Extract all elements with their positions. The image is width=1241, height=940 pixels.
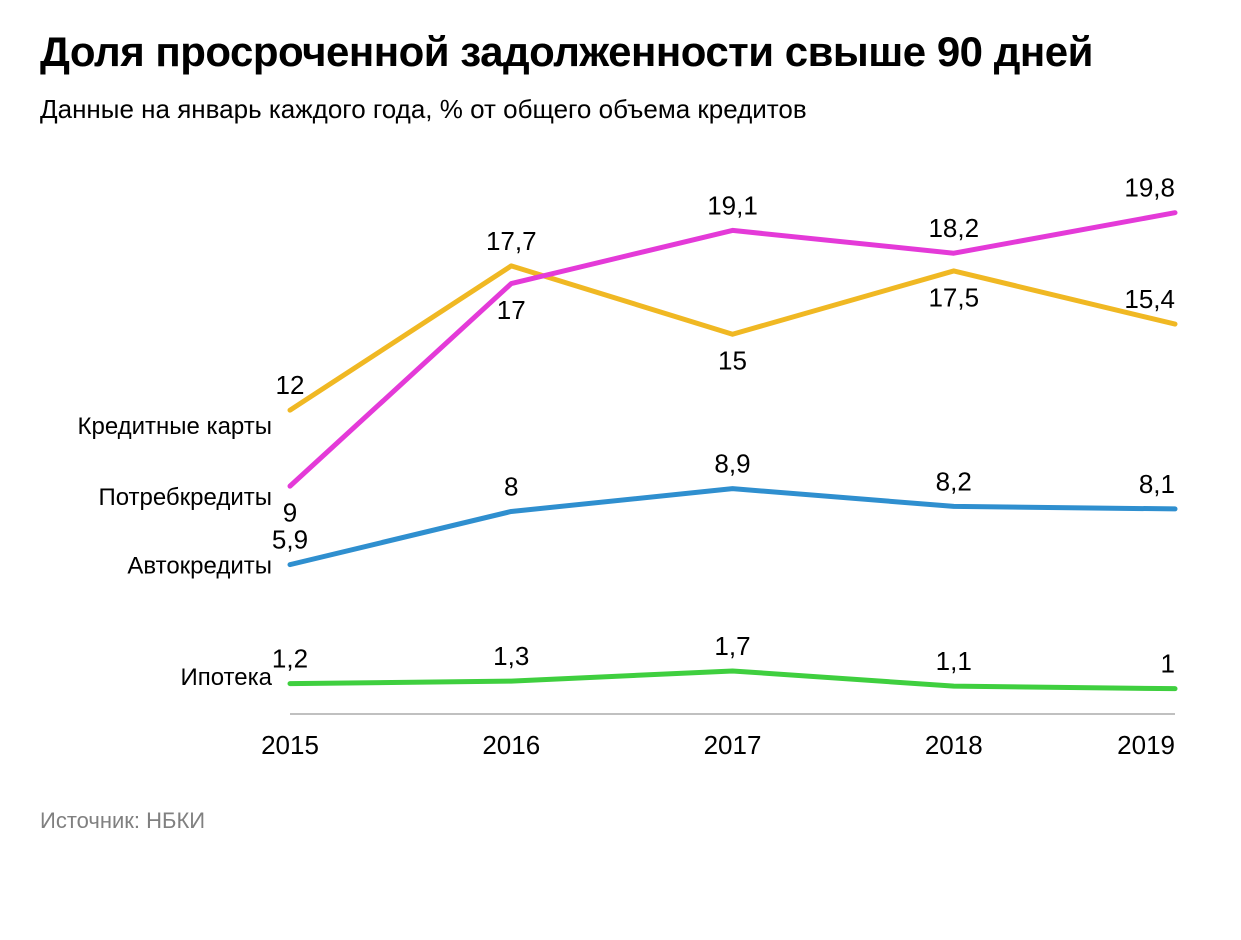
value-label: 18,2	[928, 214, 979, 244]
value-label: 19,1	[707, 191, 758, 221]
value-label: 15,4	[1124, 284, 1175, 314]
line-chart: 2015 2016 2017 2018 2019 12 17,7 15 17,5 15,4 Кред…	[40, 139, 1201, 804]
series-label: Кредитные карты	[77, 414, 272, 441]
value-label: 8,1	[1139, 469, 1175, 499]
x-tick-label: 2017	[704, 730, 762, 760]
value-label: 17,5	[928, 283, 979, 313]
series-line	[290, 671, 1175, 689]
value-label: 8,9	[714, 449, 750, 479]
series-line	[290, 489, 1175, 565]
value-label: 17,7	[486, 226, 537, 256]
chart-title: Доля просроченной задолженности свыше 90…	[40, 28, 1201, 76]
value-label: 12	[276, 370, 305, 400]
x-tick-label: 2019	[1117, 730, 1175, 760]
value-label: 1,7	[714, 631, 750, 661]
value-label: 19,8	[1124, 173, 1175, 203]
value-label: 1,3	[493, 641, 529, 671]
x-tick-label: 2015	[261, 730, 319, 760]
value-label: 1	[1161, 649, 1175, 679]
chart-svg: 2015 2016 2017 2018 2019 12 17,7 15 17,5 15,4 Кред…	[40, 139, 1201, 799]
series-label: Автокредиты	[127, 553, 272, 580]
series-line	[290, 266, 1175, 410]
x-tick-label: 2016	[482, 730, 540, 760]
value-label: 1,2	[272, 644, 308, 674]
value-label: 8,2	[936, 467, 972, 497]
x-tick-label: 2018	[925, 730, 983, 760]
value-label: 17	[497, 295, 526, 325]
value-label: 5,9	[272, 525, 308, 555]
value-label: 1,1	[936, 646, 972, 676]
chart-subtitle: Данные на январь каждого года, % от обще…	[40, 94, 1201, 125]
chart-source: Источник: НБКИ	[40, 808, 1201, 834]
series-label: Потребкредиты	[98, 484, 272, 511]
series-label: Ипотека	[180, 664, 272, 691]
value-label: 15	[718, 346, 747, 376]
value-label: 9	[283, 498, 297, 528]
value-label: 8	[504, 472, 518, 502]
chart-page: Доля просроченной задолженности свыше 90…	[0, 0, 1241, 940]
